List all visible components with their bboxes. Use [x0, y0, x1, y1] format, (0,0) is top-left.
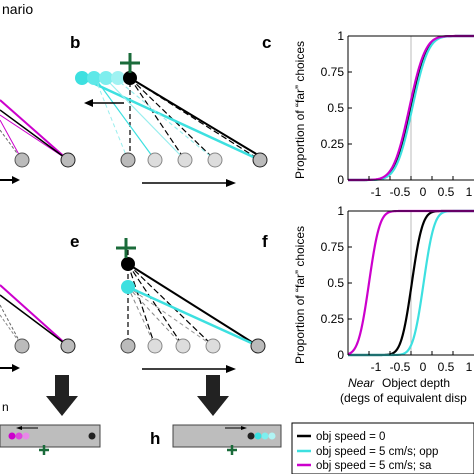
eye-circle — [14, 338, 30, 354]
x-tick-label: 1 — [466, 185, 473, 199]
legend-label: obj speed = 0 — [316, 431, 385, 443]
left-caption-fragment: n — [2, 400, 9, 414]
x-tick-label: -0.5 — [390, 185, 411, 199]
fixation-cross-icon — [116, 238, 136, 258]
x-tick-label: 0.5 — [438, 185, 455, 199]
object-position — [121, 257, 135, 271]
y-tick-label: 0.75 — [321, 65, 345, 79]
x-tick-labels: -1 -0.5 0 0.5 1 — [371, 185, 473, 199]
y-axis-label: Proportion of “far” choices — [293, 41, 307, 179]
y-tick-label: 0.5 — [327, 276, 344, 290]
x-tick-label: 0 — [420, 185, 427, 199]
eye-circle — [60, 338, 76, 354]
y-tick-label: 0.25 — [321, 312, 345, 326]
x-tick-label: -0.5 — [390, 360, 411, 374]
object-position — [87, 71, 101, 85]
y-tick-label: 0.25 — [321, 137, 345, 151]
screen-view-g — [0, 424, 101, 455]
near-label: Near — [348, 376, 375, 390]
eye-circle — [175, 338, 191, 354]
object-position — [111, 71, 125, 85]
y-tick-labels: 0 0.25 0.5 0.75 1 — [321, 204, 345, 362]
x-tick-label: 0.5 — [438, 360, 455, 374]
y-tick-label: 0.75 — [321, 240, 345, 254]
panel-label-c: c — [262, 33, 271, 52]
eye-circle — [147, 152, 163, 168]
header-title-fragment: nario — [2, 1, 33, 17]
eye-circle — [60, 152, 76, 168]
eye-circle — [120, 152, 136, 168]
eye-circle — [250, 338, 266, 354]
panel-label-b: b — [70, 33, 80, 52]
panel-d-diagram — [0, 284, 76, 372]
panel-label-e: e — [70, 232, 79, 251]
eye-circle — [120, 338, 136, 354]
x-tick-label: -1 — [371, 185, 382, 199]
eye-circle — [177, 152, 193, 168]
y-tick-labels: 0 0.25 0.5 0.75 1 — [321, 29, 345, 187]
y-axis-label: Proportion of “far” choices — [293, 226, 307, 364]
object-position — [121, 280, 135, 294]
x-tick-label: -1 — [371, 360, 382, 374]
object-position — [99, 71, 113, 85]
eye-circle — [205, 338, 221, 354]
legend: obj speed = 0 obj speed = 5 cm/s; opp ob… — [291, 422, 474, 474]
y-tick-label: 0 — [337, 348, 344, 362]
object-position — [123, 71, 137, 85]
eye-circle — [147, 338, 163, 354]
eye-circle — [207, 152, 223, 168]
x-tick-labels: -1 -0.5 0 0.5 1 — [371, 360, 473, 374]
down-arrow-icon — [46, 375, 78, 416]
panel-label-f: f — [262, 232, 268, 251]
x-tick-label: 1 — [466, 360, 473, 374]
panel-e-diagram — [116, 238, 266, 373]
y-tick-label: 1 — [337, 204, 344, 218]
panel-b-diagram — [75, 53, 268, 187]
y-tick-label: 0 — [337, 173, 344, 187]
panel-label-h: h — [150, 429, 160, 448]
plot-c: Proportion of “far” choices 0 0.25 0.5 0… — [293, 29, 474, 199]
down-arrow-icon — [197, 375, 229, 416]
legend-label: obj speed = 5 cm/s; sa — [316, 460, 432, 472]
x-axis-label-line2: (degs of equivalent disp — [340, 391, 467, 405]
y-tick-label: 1 — [337, 29, 344, 43]
eye-circle — [252, 152, 268, 168]
eye-circle — [14, 152, 30, 168]
screen-view-h — [172, 424, 282, 455]
plot-f: Proportion of “far” choices 0 0.25 0.5 0… — [293, 204, 474, 405]
x-axis-label-line1: Object depth — [382, 376, 450, 390]
panel-a-diagram — [0, 99, 76, 184]
x-tick-label: 0 — [420, 360, 427, 374]
legend-label: obj speed = 5 cm/s; opp — [316, 446, 438, 458]
fixation-cross-icon — [120, 53, 140, 73]
object-position — [75, 71, 89, 85]
y-tick-label: 0.5 — [327, 101, 344, 115]
